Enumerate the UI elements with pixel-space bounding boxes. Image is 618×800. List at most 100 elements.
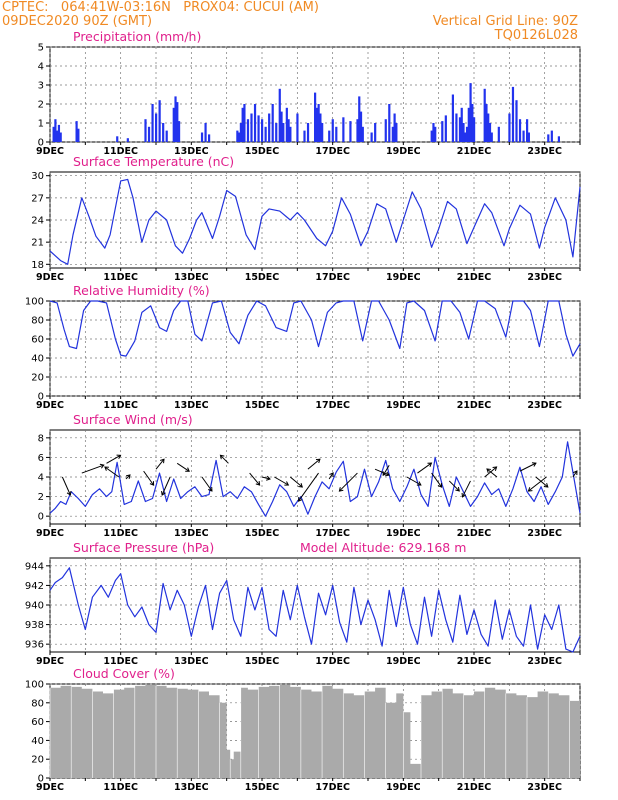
wind-vector-head [455,486,460,492]
precip-bar [261,119,264,142]
precip-bar [374,123,377,142]
wind-vector-head [116,454,122,460]
precip-bar [158,100,161,142]
precip-bar [490,132,493,142]
wind-xtick-label: 23DEC [527,528,562,539]
wind-vector [528,476,547,492]
precip-bar [57,124,61,142]
precip-bar [275,123,278,142]
temperature-ytick-label: 24 [31,216,44,227]
wind-xtick-label: 11DEC [103,528,138,539]
precip-bar [243,104,246,142]
wind-vector-head [125,474,131,479]
wind-vector [307,458,321,470]
humidity-ytick-label: 100 [25,297,44,308]
wind-vector-head [185,467,190,472]
wind-xtick-label: 19DEC [386,528,421,539]
precip-bar [77,128,80,142]
precip-bar [204,123,207,142]
temperature-xtick-label: 21DEC [457,272,492,283]
wind-ytick-label: 8 [38,433,44,444]
pressure-xtick-label: 13DEC [174,656,209,667]
precip-bar [469,83,472,142]
wind-vector [161,476,171,496]
wind-vector-head [385,471,390,477]
precipitation-xtick-label: 15DEC [245,146,280,157]
humidity-ytick-label: 40 [31,354,44,365]
wind-vector [61,476,71,496]
wind-xtick-label: 15DEC [245,528,280,539]
pressure-title: Surface Pressure (hPa) [73,540,214,555]
humidity-xtick-label: 9DEC [36,400,64,411]
humidity-xtick-label: 21DEC [457,400,492,411]
wind-vector [382,464,390,476]
precip-bar [147,126,151,142]
precip-bar [253,104,257,142]
temperature-xtick-label: 9DEC [36,272,64,283]
precip-bar [441,121,444,142]
precip-bar [271,104,274,142]
pressure-subtitle: Model Altitude: 629.168 m [300,540,466,555]
wind-title: Surface Wind (m/s) [73,412,193,427]
cloud-cover-ytick-label: 40 [31,736,44,747]
wind-vector [328,472,334,480]
humidity-xtick-label: 13DEC [174,400,209,411]
precip-bar [200,132,204,142]
humidity-xtick-label: 15DEC [245,400,280,411]
wind-vector [201,476,213,492]
precip-bar [317,104,320,142]
precip-bar [485,104,488,142]
wind-vector-head [527,487,533,492]
precip-bar [384,119,387,142]
cloud-cover-xtick-label: 23DEC [527,782,562,793]
precip-bar [488,123,492,142]
header-model-id: TQ0126L028 [494,28,578,43]
precip-bar [314,92,317,142]
precip-bar [395,123,398,142]
precip-bar [278,88,281,142]
precip-bar [511,86,515,142]
wind-ytick-label: 6 [38,453,44,464]
precipitation-ytick-label: 0 [38,138,44,149]
precip-bar [359,111,363,142]
precip-bar [250,113,253,142]
wind-xtick-label: 13DEC [174,528,209,539]
precip-bar [241,107,244,142]
precip-bar [473,117,476,142]
cloud-cover-xtick-label: 13DEC [174,782,209,793]
precip-bar [487,113,490,142]
wind-vector [104,466,120,478]
precip-bar [208,134,211,142]
temperature-ytick-label: 21 [31,238,44,249]
wind-vector-head [255,481,261,486]
pressure-xtick-label: 15DEC [245,656,280,667]
wind-vector-head [315,458,321,464]
precip-bar [116,136,119,142]
wind-vector-head [492,466,498,471]
wind-vector [81,464,104,474]
precip-bar [264,126,267,142]
humidity-title: Relative Humidity (%) [73,283,210,298]
humidity-ytick-label: 0 [38,392,44,403]
precip-bar [238,132,241,142]
precip-bar [370,132,373,142]
temperature-xtick-label: 17DEC [315,272,350,283]
cloud-cover-xtick-label: 15DEC [245,782,280,793]
cloud-cover-area [50,684,580,778]
humidity-xtick-label: 23DEC [527,400,562,411]
precip-bar [239,123,242,142]
precipitation-ytick-label: 5 [38,43,44,54]
temperature-ytick-label: 27 [31,193,44,204]
cloud-cover-xtick-label: 17DEC [315,782,350,793]
wind-vector-head [437,483,443,488]
temperature-xtick-label: 15DEC [245,272,280,283]
precip-bar [315,107,318,142]
wind-vector [106,454,121,464]
cloud-cover-ytick-label: 100 [25,680,44,691]
wind-vector-head [284,481,290,486]
precip-bar [393,113,396,142]
header-run-time: 09DEC2020 90Z (GMT) [2,14,153,29]
temperature-ytick-label: 30 [31,171,44,182]
wind-vector-head [298,483,303,488]
wind-vector-head [266,475,271,481]
